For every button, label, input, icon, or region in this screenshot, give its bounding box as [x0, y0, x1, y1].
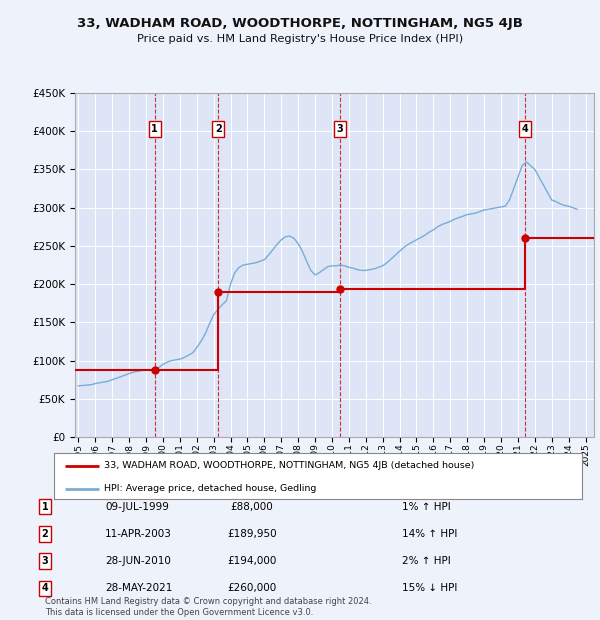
- Text: 33, WADHAM ROAD, WOODTHORPE, NOTTINGHAM, NG5 4JB (detached house): 33, WADHAM ROAD, WOODTHORPE, NOTTINGHAM,…: [104, 461, 475, 470]
- Text: 33, WADHAM ROAD, WOODTHORPE, NOTTINGHAM, NG5 4JB: 33, WADHAM ROAD, WOODTHORPE, NOTTINGHAM,…: [77, 17, 523, 30]
- Text: 15% ↓ HPI: 15% ↓ HPI: [402, 583, 457, 593]
- Text: Price paid vs. HM Land Registry's House Price Index (HPI): Price paid vs. HM Land Registry's House …: [137, 34, 463, 44]
- Text: 09-JUL-1999: 09-JUL-1999: [105, 502, 169, 512]
- Text: 4: 4: [41, 583, 49, 593]
- Text: Contains HM Land Registry data © Crown copyright and database right 2024.
This d: Contains HM Land Registry data © Crown c…: [45, 598, 371, 617]
- Text: 2: 2: [41, 529, 49, 539]
- Text: HPI: Average price, detached house, Gedling: HPI: Average price, detached house, Gedl…: [104, 484, 317, 494]
- Text: 11-APR-2003: 11-APR-2003: [105, 529, 172, 539]
- Text: 1% ↑ HPI: 1% ↑ HPI: [402, 502, 451, 512]
- Text: £189,950: £189,950: [227, 529, 277, 539]
- Text: 1: 1: [151, 124, 158, 134]
- Text: 28-JUN-2010: 28-JUN-2010: [105, 556, 171, 566]
- Text: £194,000: £194,000: [227, 556, 277, 566]
- Text: £88,000: £88,000: [230, 502, 274, 512]
- Text: £260,000: £260,000: [227, 583, 277, 593]
- Text: 3: 3: [41, 556, 49, 566]
- Text: 1: 1: [41, 502, 49, 512]
- Text: 4: 4: [521, 124, 528, 134]
- Text: 14% ↑ HPI: 14% ↑ HPI: [402, 529, 457, 539]
- Text: 2: 2: [215, 124, 222, 134]
- Text: 2% ↑ HPI: 2% ↑ HPI: [402, 556, 451, 566]
- Text: 28-MAY-2021: 28-MAY-2021: [105, 583, 172, 593]
- Text: 3: 3: [337, 124, 344, 134]
